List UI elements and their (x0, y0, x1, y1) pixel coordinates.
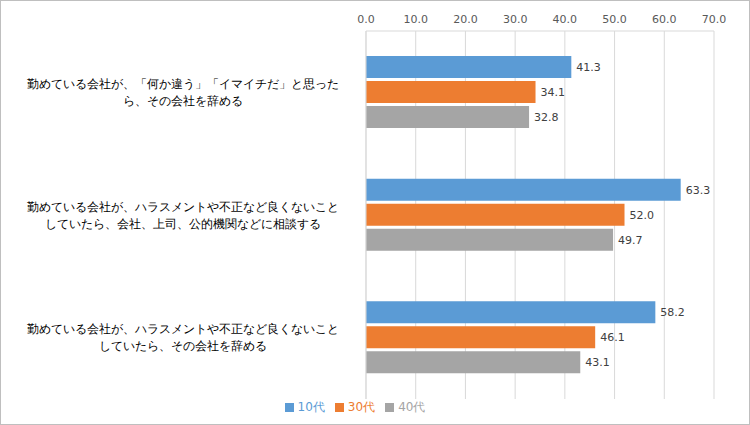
svg-text:32.8: 32.8 (534, 111, 559, 124)
svg-text:52.0: 52.0 (630, 209, 655, 222)
svg-text:30.0: 30.0 (503, 13, 528, 26)
svg-text:20.0: 20.0 (453, 13, 478, 26)
svg-text:41.3: 41.3 (576, 61, 601, 74)
svg-text:勤めている会社が、ハラスメントや不正など良くないことしていた: 勤めている会社が、ハラスメントや不正など良くないことしていたら、会社、上司、公的… (27, 200, 339, 231)
svg-text:10.0: 10.0 (403, 13, 428, 26)
svg-text:70.0: 70.0 (702, 13, 727, 26)
svg-text:50.0: 50.0 (602, 13, 627, 26)
svg-text:43.1: 43.1 (585, 356, 610, 369)
svg-text:49.7: 49.7 (618, 234, 643, 247)
svg-text:63.3: 63.3 (686, 184, 711, 197)
svg-text:40.0: 40.0 (553, 13, 578, 26)
html-text:40代: 40代 (398, 400, 426, 414)
svg-text:58.2: 58.2 (660, 306, 685, 319)
svg-text:60.0: 60.0 (652, 13, 677, 26)
html-text:30代: 30代 (347, 400, 376, 414)
svg-text:46.1: 46.1 (600, 331, 625, 344)
svg-text:34.1: 34.1 (541, 86, 566, 99)
svg-text:0.0: 0.0 (357, 13, 375, 26)
html-text:10代: 10代 (297, 400, 325, 414)
svg-text:勤めている会社が、「何か違う」「イマイチだ」と思ったら、その: 勤めている会社が、「何か違う」「イマイチだ」と思ったら、その会社を辞める (27, 77, 339, 108)
svg-text:勤めている会社が、ハラスメントや不正など良くないことしていた: 勤めている会社が、ハラスメントや不正など良くないことしていたら、その会社を辞める (27, 322, 339, 353)
